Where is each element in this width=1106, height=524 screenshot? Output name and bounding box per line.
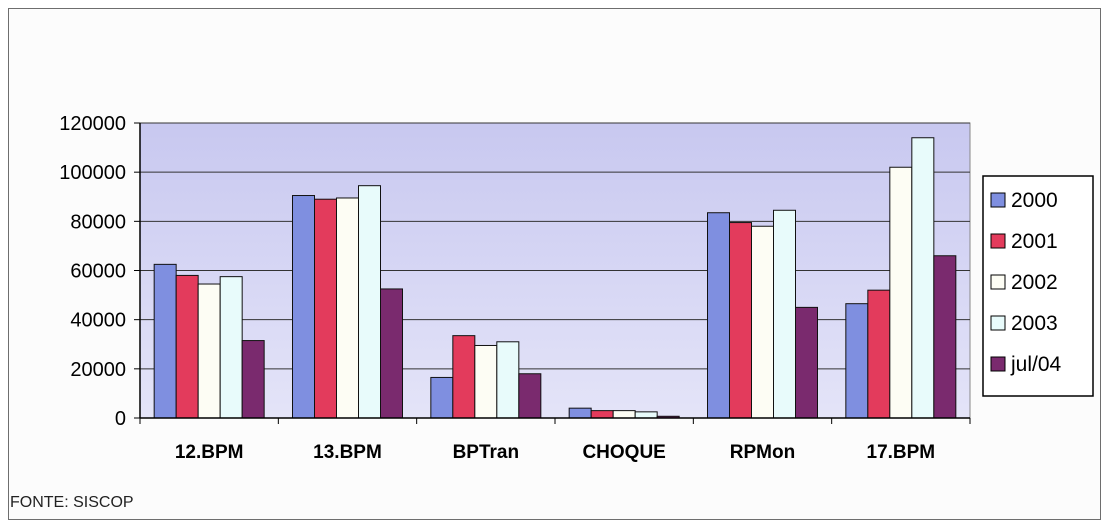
bar-2000-17.BPM: [845, 303, 869, 419]
bar-2002-13.BPM: [336, 197, 359, 419]
bar-2000-CHOQUE: [568, 407, 592, 419]
source-note: FONTE: SISCOP: [10, 494, 134, 511]
x-category-label: 12.BPM: [175, 442, 244, 463]
bar-jul-04-RPMon: [795, 306, 818, 419]
legend-label: 2000: [1011, 189, 1058, 212]
x-category-label: 17.BPM: [867, 442, 936, 463]
bar-2001-13.BPM: [314, 198, 337, 419]
bar-2003-12.BPM: [219, 276, 243, 419]
bar-2003-RPMon: [773, 209, 796, 419]
bar-jul-04-17.BPM: [933, 255, 957, 419]
bar-2003-BPTran: [496, 341, 520, 419]
bar-2002-RPMon: [751, 225, 774, 419]
bar-2001-RPMon: [729, 222, 752, 419]
x-category-label: BPTran: [453, 442, 520, 463]
legend-swatch: [990, 356, 1006, 372]
legend-label: jul/04: [1010, 353, 1062, 376]
legend-swatch: [990, 274, 1006, 290]
legend-label: 2001: [1011, 230, 1058, 253]
bar-jul-04-BPTran: [518, 373, 542, 419]
bar-2003-13.BPM: [358, 185, 381, 419]
legend-swatch: [990, 192, 1006, 208]
x-category-label: RPMon: [730, 442, 795, 463]
bar-2003-17.BPM: [911, 137, 935, 419]
bar-2000-RPMon: [707, 212, 730, 419]
legend-swatch: [990, 233, 1006, 249]
y-tick-label: 120000: [59, 113, 126, 135]
y-tick-label: 40000: [70, 310, 126, 332]
bar-2001-17.BPM: [867, 289, 891, 419]
y-tick-label: 100000: [59, 162, 126, 184]
y-tick-label: 0: [115, 408, 126, 430]
bar-jul-04-12.BPM: [241, 340, 265, 419]
legend-label: 2002: [1011, 271, 1058, 294]
legend-swatch: [990, 315, 1006, 331]
y-tick-label: 20000: [70, 359, 126, 381]
bar-2002-12.BPM: [197, 283, 221, 419]
bar-2002-BPTran: [474, 344, 498, 419]
bar-2001-12.BPM: [175, 274, 199, 419]
legend-label: 2003: [1011, 312, 1058, 335]
y-tick-label: 60000: [70, 261, 126, 283]
bar-2001-CHOQUE: [590, 410, 614, 419]
bar-2000-13.BPM: [292, 195, 315, 419]
bar-2002-CHOQUE: [612, 410, 636, 419]
y-tick-label: 80000: [70, 211, 126, 233]
bar-2003-CHOQUE: [634, 411, 658, 419]
bar-jul-04-13.BPM: [380, 288, 403, 419]
bar-2000-12.BPM: [153, 263, 177, 419]
bar-2002-17.BPM: [889, 166, 913, 419]
x-category-label: 13.BPM: [313, 442, 382, 463]
x-category-label: CHOQUE: [582, 442, 665, 463]
bar-2001-BPTran: [452, 335, 476, 419]
bar-2000-BPTran: [430, 376, 454, 419]
